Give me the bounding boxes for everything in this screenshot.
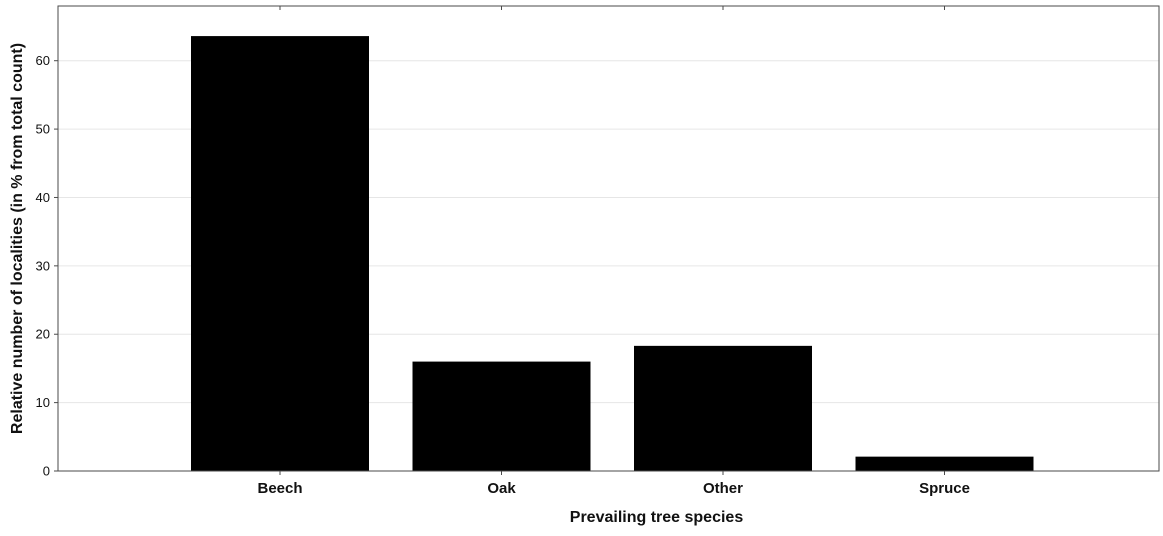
y-axis-ticks: 0 10 20 30 40 50 60 [36,53,58,479]
y-axis-title: Relative number of localities (in % from… [9,43,26,434]
y-tick-label: 10 [36,395,50,410]
y-tick-label: 50 [36,122,50,137]
y-tick-label: 0 [43,464,50,479]
x-tick-label: Oak [487,480,516,497]
y-tick-label: 40 [36,190,50,205]
y-tick-label: 60 [36,53,50,68]
bar-other [634,345,812,471]
bars [191,36,1034,472]
x-tick-label: Other [703,480,743,497]
plot-frame [57,5,1160,472]
x-tick-label: Beech [257,480,302,497]
y-tick-label: 20 [36,327,50,342]
axes [57,5,1160,472]
x-tick-label: Spruce [919,480,970,497]
bar-spruce [855,456,1034,471]
bar-beech [191,36,369,472]
y-tick-label: 30 [36,258,50,273]
bar-oak [412,361,591,471]
x-axis-ticks: Beech Oak Other Spruce [257,6,970,497]
x-axis-title: Prevailing tree species [570,509,744,526]
